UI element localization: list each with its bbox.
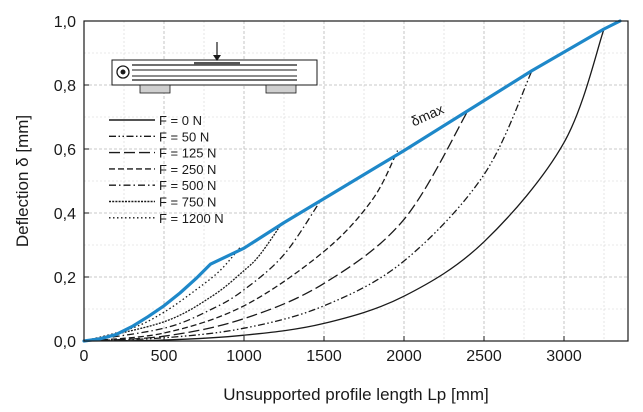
- series-line-0: [83, 28, 605, 342]
- legend-label-2: F = 125 N: [159, 146, 216, 161]
- x-tick-label: 2500: [466, 348, 502, 365]
- legend-label-0: F = 0 N: [159, 113, 202, 128]
- legend-label-6: F = 1200 N: [159, 211, 224, 226]
- legend-label-1: F = 50 N: [159, 129, 209, 144]
- y-axis-label: Deflection δ [mm]: [13, 115, 32, 247]
- plot-frame: [83, 20, 629, 342]
- legend-label-4: F = 500 N: [159, 178, 216, 193]
- y-tick-label: 0,2: [54, 270, 76, 287]
- y-tick-label: 0,4: [54, 206, 76, 223]
- series-line-4: [83, 199, 322, 342]
- load-arrow-head-icon: [213, 55, 221, 61]
- envelope-line: [82, 19, 622, 343]
- legend-label-5: F = 750 N: [159, 195, 216, 210]
- series-line-3: [83, 150, 399, 342]
- x-tick-label: 1500: [306, 348, 342, 365]
- axis-ticks: 0 500 1000 1500 2000 2500 3000 0,0 0,2 0,4 0,6 0,8 1…: [54, 14, 582, 365]
- support-right: [265, 84, 297, 94]
- y-tick-label: 0,0: [54, 334, 76, 351]
- carriage: [194, 62, 240, 65]
- y-tick-label: 0,6: [54, 142, 76, 159]
- x-tick-label: 2000: [386, 348, 422, 365]
- deflection-envelope: [82, 19, 622, 343]
- series-line-6: [83, 246, 242, 342]
- x-tick-label: 1000: [226, 348, 262, 365]
- y-tick-label: 0,8: [54, 78, 76, 95]
- x-tick-label: 3000: [546, 348, 582, 365]
- legend-label-3: F = 250 N: [159, 162, 216, 177]
- y-tick-label: 1,0: [54, 14, 76, 31]
- support-left: [139, 84, 171, 94]
- profile-sketch: [111, 42, 318, 94]
- x-axis-label: Unsupported profile length Lp [mm]: [223, 385, 489, 404]
- series-line-5: [83, 222, 283, 342]
- legend: F = 0 NF = 50 N F = 125 NF = 250 NF = 500…: [109, 113, 224, 226]
- delta-max-annotation: δmax: [408, 101, 446, 130]
- x-tick-label: 0: [80, 348, 89, 365]
- pulley-hub-icon: [120, 69, 126, 75]
- x-tick-label: 500: [151, 348, 178, 365]
